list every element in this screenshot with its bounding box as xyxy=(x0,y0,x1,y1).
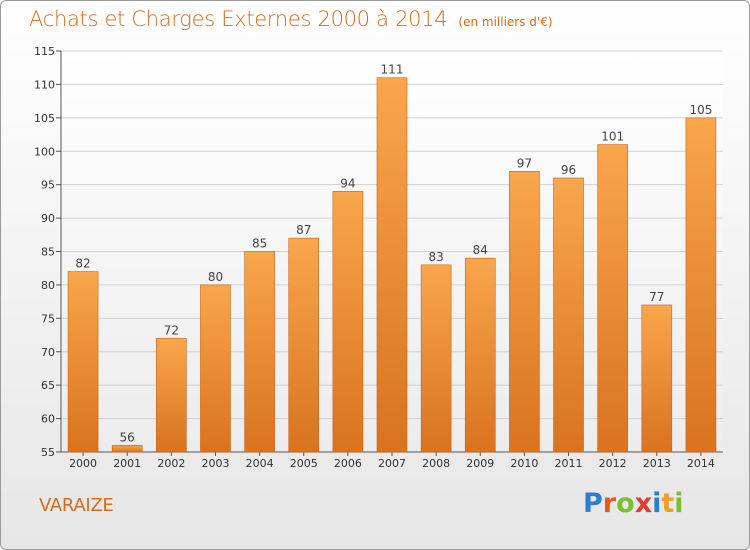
bar-2009 xyxy=(464,257,496,453)
bar-2012 xyxy=(597,144,628,453)
y-tick-label: 115 xyxy=(34,45,55,58)
data-label: 87 xyxy=(296,223,311,237)
logo-letter: i xyxy=(652,488,662,519)
bars xyxy=(67,77,717,453)
x-tick-label: 2002 xyxy=(157,457,185,470)
bar-2004 xyxy=(244,251,275,453)
bar-2006 xyxy=(332,191,364,453)
x-tick-label: 2008 xyxy=(422,457,450,470)
x-tick-label: 2006 xyxy=(334,457,362,470)
data-label: 83 xyxy=(428,250,443,264)
data-label: 77 xyxy=(649,290,664,304)
y-tick-label: 110 xyxy=(34,78,55,91)
data-label: 72 xyxy=(164,323,179,337)
bar-2013 xyxy=(641,304,673,453)
data-label: 56 xyxy=(120,430,135,444)
bar-2014 xyxy=(685,117,717,453)
bar-2011 xyxy=(553,177,584,453)
y-tick-label: 80 xyxy=(41,279,55,292)
y-tick-label: 55 xyxy=(41,446,55,459)
y-tick-label: 90 xyxy=(41,212,55,225)
y-tick-label: 65 xyxy=(41,379,55,392)
y-tick-label: 85 xyxy=(41,246,55,259)
axes: 55 60 65 70 75 80 85 90 95 100 105 110 115 2000 2001 20… xyxy=(34,45,723,470)
y-tick-label: 75 xyxy=(41,312,55,325)
bar-2005 xyxy=(288,237,320,453)
data-label: 96 xyxy=(561,163,576,177)
logo-letter: t xyxy=(661,488,675,519)
y-tick-label: 100 xyxy=(34,145,55,158)
bar-2001 xyxy=(111,445,143,453)
data-label: 82 xyxy=(75,257,90,271)
x-tick-label: 2010 xyxy=(510,457,538,470)
data-labels: 82 56 72 80 85 87 94 111 83 84 97 96 101 77 105 xyxy=(75,63,712,445)
x-tick-label: 2007 xyxy=(378,457,406,470)
x-tick-label: 2001 xyxy=(113,457,141,470)
x-tick-label: 2011 xyxy=(555,457,583,470)
y-tick-label: 60 xyxy=(41,413,55,426)
bar-2003 xyxy=(200,284,231,453)
y-tick-label: 95 xyxy=(41,179,55,192)
data-label: 94 xyxy=(340,176,355,190)
logo-letter: r xyxy=(602,488,617,519)
data-label: 97 xyxy=(517,156,532,170)
x-tick-label: 2003 xyxy=(201,457,229,470)
logo-letter: P xyxy=(583,488,603,519)
bar-2008 xyxy=(420,264,452,453)
logo-letter: x xyxy=(634,488,653,519)
x-tick-label: 2009 xyxy=(466,457,494,470)
x-tick-label: 2013 xyxy=(643,457,671,470)
chart-title: Achats et Charges Externes 2000 à 2014 (… xyxy=(29,7,553,31)
x-tick-label: 2012 xyxy=(599,457,627,470)
chart-title-main: Achats et Charges Externes 2000 à 2014 xyxy=(29,7,448,31)
data-label: 105 xyxy=(689,103,712,117)
logo-letter: i xyxy=(674,488,684,519)
bar-2010 xyxy=(509,171,540,453)
bar-2002 xyxy=(156,338,187,453)
data-label: 84 xyxy=(473,243,488,257)
data-label: 85 xyxy=(252,237,267,251)
proxiti-logo[interactable]: Proxiti xyxy=(583,488,684,519)
x-tick-label: 2014 xyxy=(687,457,715,470)
y-tick-label: 105 xyxy=(34,112,55,125)
data-label: 101 xyxy=(601,130,624,144)
data-label: 111 xyxy=(381,63,404,77)
logo-letter: o xyxy=(616,488,635,519)
x-tick-label: 2004 xyxy=(246,457,274,470)
bar-2000 xyxy=(67,271,99,453)
chart-title-unit: (en milliers d'€) xyxy=(458,15,553,29)
data-label: 80 xyxy=(208,270,223,284)
x-tick-label: 2000 xyxy=(69,457,97,470)
y-tick-label: 70 xyxy=(41,346,55,359)
bar-2007 xyxy=(376,77,408,453)
commune-name: VARAIZE xyxy=(39,495,114,516)
x-tick-label: 2005 xyxy=(290,457,318,470)
